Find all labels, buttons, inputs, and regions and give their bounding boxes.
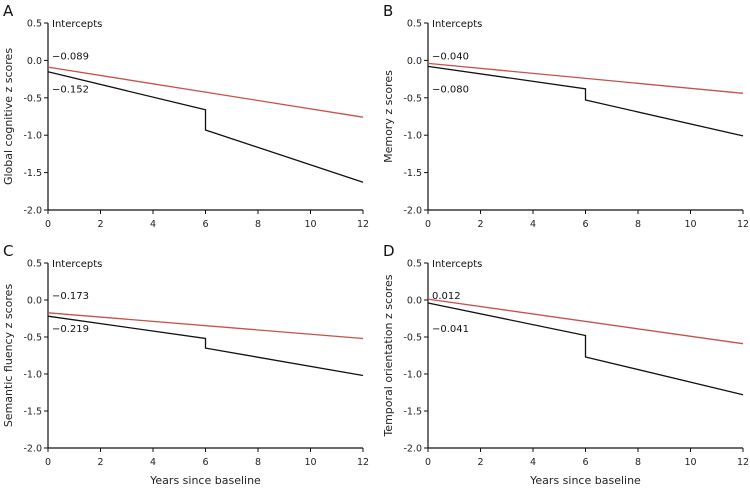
x-axis-title: Years since baseline bbox=[529, 474, 641, 487]
y-axis-title: Global cognitive z scores bbox=[2, 48, 15, 185]
x-tick-label: 10 bbox=[684, 457, 696, 468]
y-tick-label: 0.5 bbox=[407, 259, 422, 270]
intercepts-header: Intercepts bbox=[52, 259, 102, 270]
y-tick-label: -1.0 bbox=[403, 131, 422, 142]
black-intercept-label: −0.219 bbox=[52, 324, 89, 335]
panel-d: D 0.5 0.0 -0.5 -1.0 -1.5 -2.00 2 4 6 8 10 12 Temporal… bbox=[382, 242, 749, 487]
x-tick-label: 2 bbox=[97, 219, 103, 230]
y-tick-label: 0.0 bbox=[407, 56, 422, 67]
x-tick-label: 6 bbox=[582, 457, 588, 468]
y-tick-label: -0.5 bbox=[403, 333, 422, 344]
x-tick-label: 4 bbox=[150, 219, 156, 230]
x-tick-label: 0 bbox=[45, 219, 51, 230]
series-line-black bbox=[427, 302, 744, 396]
panel-letter: A bbox=[3, 2, 14, 20]
panel-letter: D bbox=[383, 242, 395, 260]
x-tick-label: 8 bbox=[255, 457, 261, 468]
x-tick-label: 0 bbox=[425, 457, 431, 468]
intercepts-header: Intercepts bbox=[432, 19, 482, 30]
series-line-red bbox=[47, 312, 364, 340]
black-intercept-label: −0.041 bbox=[432, 324, 469, 335]
y-tick-label: 0.5 bbox=[27, 259, 42, 270]
y-tick-label: -2.0 bbox=[403, 206, 422, 217]
y-tick-label: -2.0 bbox=[23, 206, 42, 217]
y-tick-label: -0.5 bbox=[23, 93, 42, 104]
panel-c: C 0.5 0.0 -0.5 -1.0 -1.5 -2.00 2 4 6 8 10 12 Semantic… bbox=[2, 242, 369, 487]
x-tick-label: 10 bbox=[304, 219, 316, 230]
x-tick-label: 4 bbox=[530, 219, 536, 230]
intercepts-header: Intercepts bbox=[432, 259, 482, 270]
black-intercept-label: −0.152 bbox=[52, 84, 89, 95]
y-tick-label: -2.0 bbox=[23, 444, 42, 455]
y-axis-title: Memory z scores bbox=[382, 70, 395, 163]
x-tick-label: 10 bbox=[304, 457, 316, 468]
red-intercept-label: 0.012 bbox=[432, 291, 461, 302]
intercepts-header: Intercepts bbox=[52, 19, 102, 30]
y-tick-label: -0.5 bbox=[23, 333, 42, 344]
x-tick-label: 0 bbox=[425, 219, 431, 230]
y-axis-title: Semantic fluency z scores bbox=[2, 284, 15, 428]
x-tick-label: 12 bbox=[737, 457, 749, 468]
x-tick-label: 12 bbox=[357, 219, 369, 230]
y-tick-label: 0.5 bbox=[27, 19, 42, 30]
y-tick-label: 0.0 bbox=[27, 56, 42, 67]
x-tick-label: 12 bbox=[357, 457, 369, 468]
x-tick-label: 10 bbox=[684, 219, 696, 230]
series-line-red bbox=[427, 298, 744, 345]
y-tick-label: -1.5 bbox=[23, 168, 42, 179]
y-tick-label: -2.0 bbox=[403, 444, 422, 455]
y-tick-label: -0.5 bbox=[403, 93, 422, 104]
y-tick-label: -1.5 bbox=[403, 168, 422, 179]
y-tick-label: -1.5 bbox=[403, 407, 422, 418]
y-tick-label: -1.0 bbox=[403, 370, 422, 381]
x-tick-label: 0 bbox=[45, 457, 51, 468]
x-tick-label: 4 bbox=[530, 457, 536, 468]
x-tick-label: 8 bbox=[255, 219, 261, 230]
series-line-red bbox=[47, 66, 364, 118]
x-tick-label: 2 bbox=[477, 219, 483, 230]
y-tick-label: -1.0 bbox=[23, 370, 42, 381]
x-tick-label: 2 bbox=[477, 457, 483, 468]
y-tick-label: 0.0 bbox=[27, 296, 42, 307]
y-axis-title: Temporal orientation z scores bbox=[382, 274, 395, 437]
x-tick-label: 8 bbox=[635, 457, 641, 468]
panel-letter: C bbox=[3, 242, 13, 260]
x-tick-label: 12 bbox=[737, 219, 749, 230]
series-line-black bbox=[47, 71, 364, 183]
series-line-black bbox=[427, 65, 744, 137]
x-tick-label: 2 bbox=[97, 457, 103, 468]
y-tick-label: 0.0 bbox=[407, 296, 422, 307]
y-tick-label: 0.5 bbox=[407, 19, 422, 30]
red-intercept-label: −0.173 bbox=[52, 291, 89, 302]
x-tick-label: 6 bbox=[202, 219, 208, 230]
x-tick-label: 6 bbox=[582, 219, 588, 230]
series-line-black bbox=[47, 315, 364, 377]
x-tick-label: 8 bbox=[635, 219, 641, 230]
x-tick-label: 4 bbox=[150, 457, 156, 468]
red-intercept-label: −0.040 bbox=[432, 51, 469, 62]
y-tick-label: -1.0 bbox=[23, 131, 42, 142]
black-intercept-label: −0.080 bbox=[432, 84, 469, 95]
red-intercept-label: −0.089 bbox=[52, 51, 89, 62]
x-tick-label: 6 bbox=[202, 457, 208, 468]
panel-a: A 0.5 0.0 -0.5 -1.0 -1.5 -2.00 2 4 6 8 10 12 Global c… bbox=[2, 2, 369, 230]
y-tick-label: -1.5 bbox=[23, 407, 42, 418]
series-line-red bbox=[427, 62, 744, 94]
panel-b: B 0.5 0.0 -0.5 -1.0 -1.5 -2.00 2 4 6 8 10 12 Memory z… bbox=[382, 2, 749, 230]
x-axis-title: Years since baseline bbox=[149, 474, 261, 487]
panel-letter: B bbox=[383, 2, 393, 20]
